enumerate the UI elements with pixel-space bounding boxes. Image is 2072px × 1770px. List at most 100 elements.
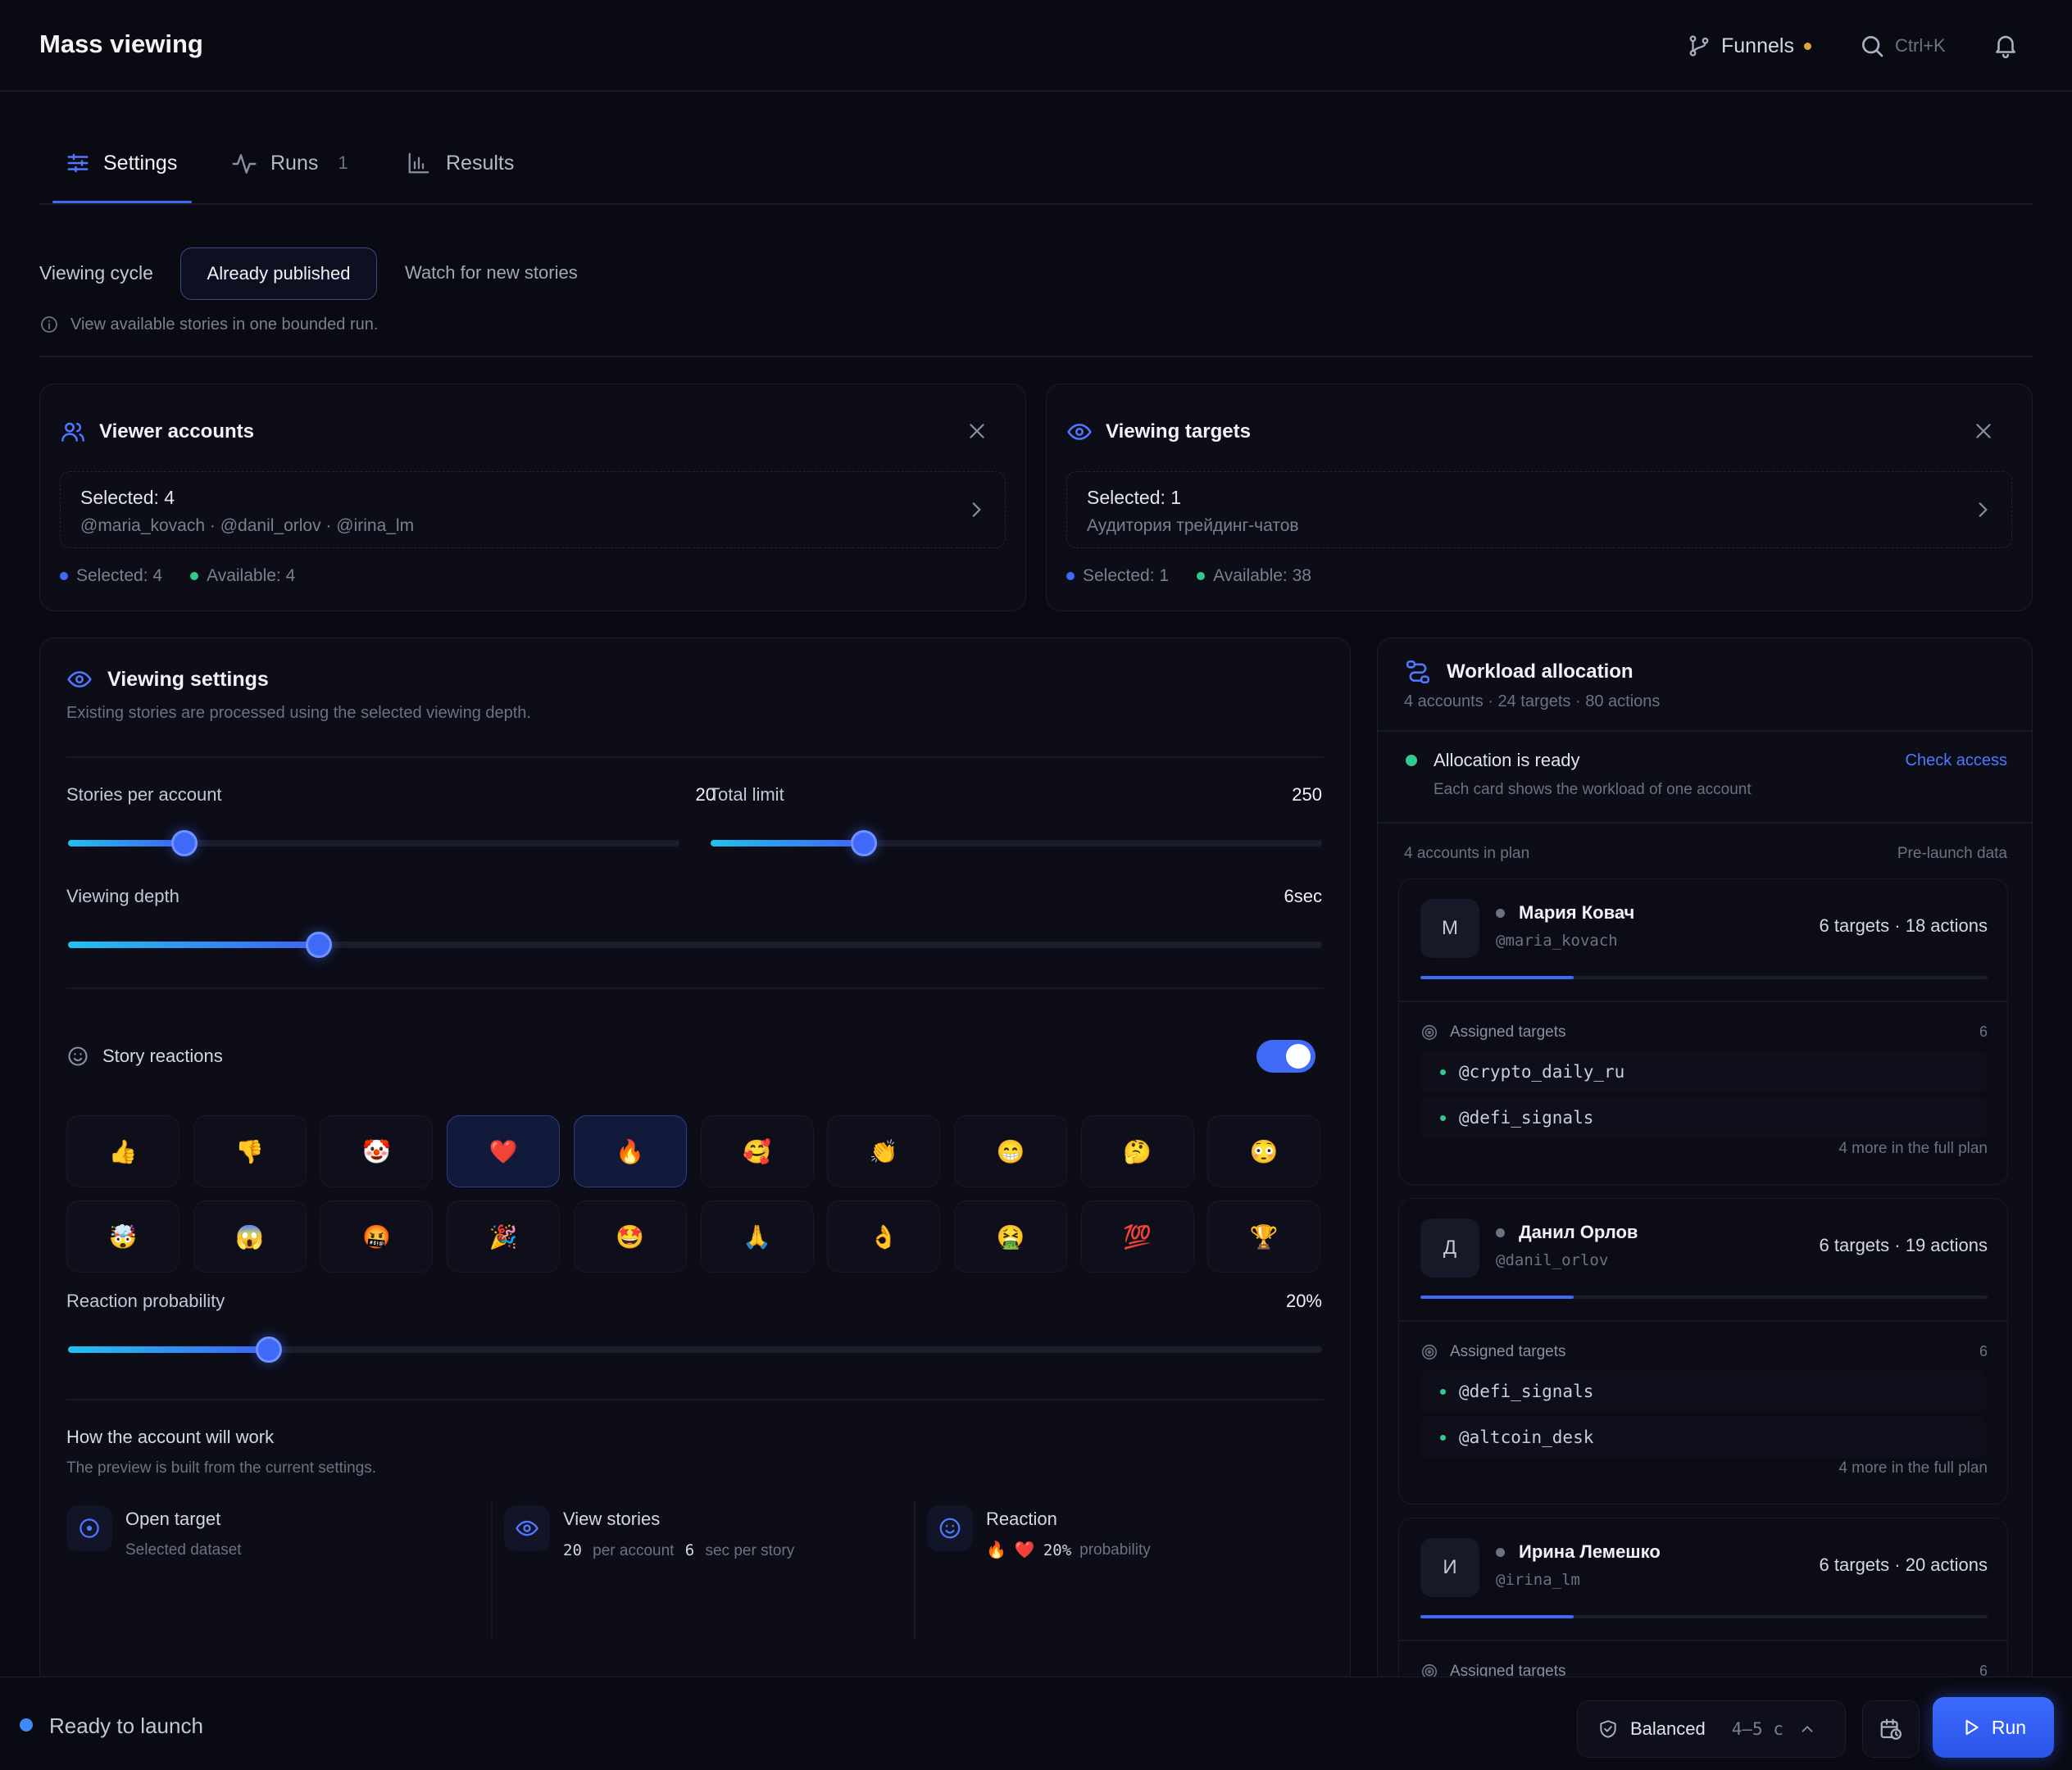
cycle-option-already-published[interactable]: Already published [180, 247, 377, 300]
target-dot [1440, 1388, 1446, 1395]
check-access-link[interactable]: Check access [1905, 751, 2008, 769]
how-it-works-title: How the account will work [66, 1427, 275, 1447]
eye-icon [504, 1505, 550, 1551]
reaction-emoji-option[interactable]: 🤩 [573, 1200, 687, 1273]
reaction-emoji-option[interactable]: 😱 [193, 1200, 307, 1273]
account-handle: @danil_orlov [1496, 1251, 1609, 1269]
account-summary: 6 targets · 19 actions [1819, 1235, 1988, 1255]
schedule-button[interactable] [1862, 1700, 1920, 1758]
viewing-targets-selector[interactable]: Selected: 1 Аудитория трейдинг-чатов [1066, 471, 2012, 548]
slider-thumb[interactable] [850, 830, 877, 856]
settings-divider [66, 1399, 1324, 1400]
viewing-settings-title: Viewing settings [107, 667, 269, 691]
reaction-emoji-option[interactable]: 👌 [827, 1200, 941, 1273]
emoji-glyph: 🤡 [361, 1138, 391, 1164]
reaction-emoji-option[interactable]: 😁 [953, 1115, 1067, 1187]
assigned-target-item: @defi_signals [1420, 1371, 1986, 1412]
reaction-emoji-option[interactable]: 🤔 [1080, 1115, 1194, 1187]
allocation-ready-dot [1406, 755, 1417, 766]
emoji-glyph: 👌 [869, 1223, 898, 1250]
total-limit-slider[interactable] [711, 830, 1322, 856]
emoji-glyph: ❤️ [488, 1138, 518, 1164]
target-icon [66, 1505, 112, 1551]
story-reactions-toggle[interactable] [1256, 1040, 1315, 1073]
viewing-targets-dataset: Аудитория трейдинг-чатов [1087, 516, 1299, 535]
tab-results[interactable]: Results [407, 151, 514, 184]
smile-icon [66, 1045, 89, 1068]
slider-thumb[interactable] [306, 932, 332, 958]
assigned-target-handle: @crypto_daily_ru [1459, 1062, 1625, 1082]
eye-icon [1066, 419, 1093, 445]
viewing-targets-clear-button[interactable] [1973, 420, 1994, 442]
slider-fill [68, 942, 319, 948]
tab-runs-badge: 1 [338, 152, 348, 173]
reaction-emoji-option[interactable]: 🥰 [700, 1115, 814, 1187]
step-open-target: Open target Selected dataset [66, 1505, 476, 1636]
mode-selector[interactable]: Balanced 4–5 с [1577, 1700, 1846, 1758]
viewer-accounts-selected: Selected: 4 [80, 487, 175, 508]
viewer-accounts-clear-button[interactable] [966, 420, 988, 442]
reaction-emoji-option[interactable]: 🎉 [447, 1200, 561, 1273]
viewing-depth-value: 6sec [1284, 886, 1322, 906]
emoji-glyph: 👍 [108, 1138, 138, 1164]
reaction-emoji-option[interactable]: 🤬 [320, 1200, 434, 1273]
search-shortcut: Ctrl+K [1895, 35, 1946, 56]
viewer-accounts-handles: @maria_kovach · @danil_orlov · @irina_lm [80, 516, 415, 535]
account-card: М Мария Ковач @maria_kovach 6 targets · 18 … [1398, 878, 2008, 1185]
viewing-targets-card: Viewing targets Selected: 1 Аудитория тр… [1046, 384, 2033, 611]
account-status-dot [1496, 1548, 1505, 1557]
reaction-emoji-option[interactable]: 🏆 [1207, 1200, 1321, 1273]
reaction-emoji-option[interactable]: ❤️ [447, 1115, 561, 1187]
play-icon [1961, 1717, 1982, 1738]
more-targets-note: 4 more in the full plan [1838, 1140, 1988, 1157]
viewer-accounts-selector[interactable]: Selected: 4 @maria_kovach · @danil_orlov… [60, 471, 1006, 548]
probability-unit: probability [1079, 1541, 1151, 1559]
tabs-divider [39, 203, 2033, 205]
emoji-glyph: 🙏 [743, 1223, 771, 1250]
reaction-emoji-option[interactable]: 🤯 [66, 1200, 179, 1273]
chevron-up-icon [1798, 1720, 1816, 1738]
reaction-emoji-option[interactable]: 💯 [1080, 1200, 1194, 1273]
assigned-targets-count: 6 [1979, 1343, 1988, 1359]
viewer-accounts-card: Viewer accounts Selected: 4 @maria_kovac… [39, 384, 1026, 611]
footer-bar: Ready to launch Balanced 4–5 с Run [0, 1677, 2072, 1770]
page-title: Mass viewing [39, 30, 203, 58]
emoji-glyph: 😳 [1249, 1138, 1279, 1164]
stories-per-account-slider[interactable] [68, 830, 679, 856]
users-icon [60, 419, 86, 445]
notifications-button[interactable] [1992, 31, 2020, 59]
close-icon [966, 420, 988, 442]
step-title: Reaction [986, 1509, 1057, 1529]
slider-fill [68, 1346, 269, 1353]
cycle-option-watch-new[interactable]: Watch for new stories [405, 262, 578, 283]
reaction-emoji-option[interactable]: 😳 [1207, 1115, 1321, 1187]
slider-fill [711, 840, 864, 846]
search-button[interactable]: Ctrl+K [1859, 31, 1946, 61]
reaction-emoji-option[interactable]: 🙏 [700, 1200, 814, 1273]
selected-dot [1066, 572, 1075, 580]
tab-runs[interactable]: Runs 1 [231, 151, 348, 184]
sliders-icon [66, 151, 90, 175]
tab-settings-label: Settings [103, 152, 178, 175]
tab-settings[interactable]: Settings [52, 151, 192, 203]
slider-thumb[interactable] [255, 1337, 282, 1363]
reaction-emoji-option[interactable]: 👍 [66, 1115, 179, 1187]
funnels-button[interactable]: Funnels [1687, 31, 1811, 61]
reaction-emoji-option[interactable]: 👏 [827, 1115, 941, 1187]
viewing-depth-slider[interactable] [68, 932, 1322, 958]
accounts-in-plan-label: 4 accounts in plan [1404, 845, 1530, 862]
reaction-probability-slider[interactable] [68, 1337, 1322, 1363]
assigned-target-handle: @altcoin_desk [1459, 1427, 1594, 1447]
account-status-dot [1496, 909, 1505, 918]
reaction-emoji-option[interactable]: 🔥 [573, 1115, 687, 1187]
slider-thumb[interactable] [170, 830, 198, 856]
reaction-emoji-option[interactable]: 🤮 [953, 1200, 1067, 1273]
available-dot [190, 572, 199, 580]
account-name: Мария Ковач [1519, 902, 1635, 923]
step-divider [491, 1500, 493, 1640]
reaction-emoji-option[interactable]: 🤡 [320, 1115, 434, 1187]
how-it-works-subtitle: The preview is built from the current se… [66, 1459, 377, 1477]
funnels-label: Funnels [1721, 34, 1794, 57]
run-button[interactable]: Run [1933, 1697, 2054, 1758]
reaction-emoji-option[interactable]: 👎 [193, 1115, 307, 1187]
